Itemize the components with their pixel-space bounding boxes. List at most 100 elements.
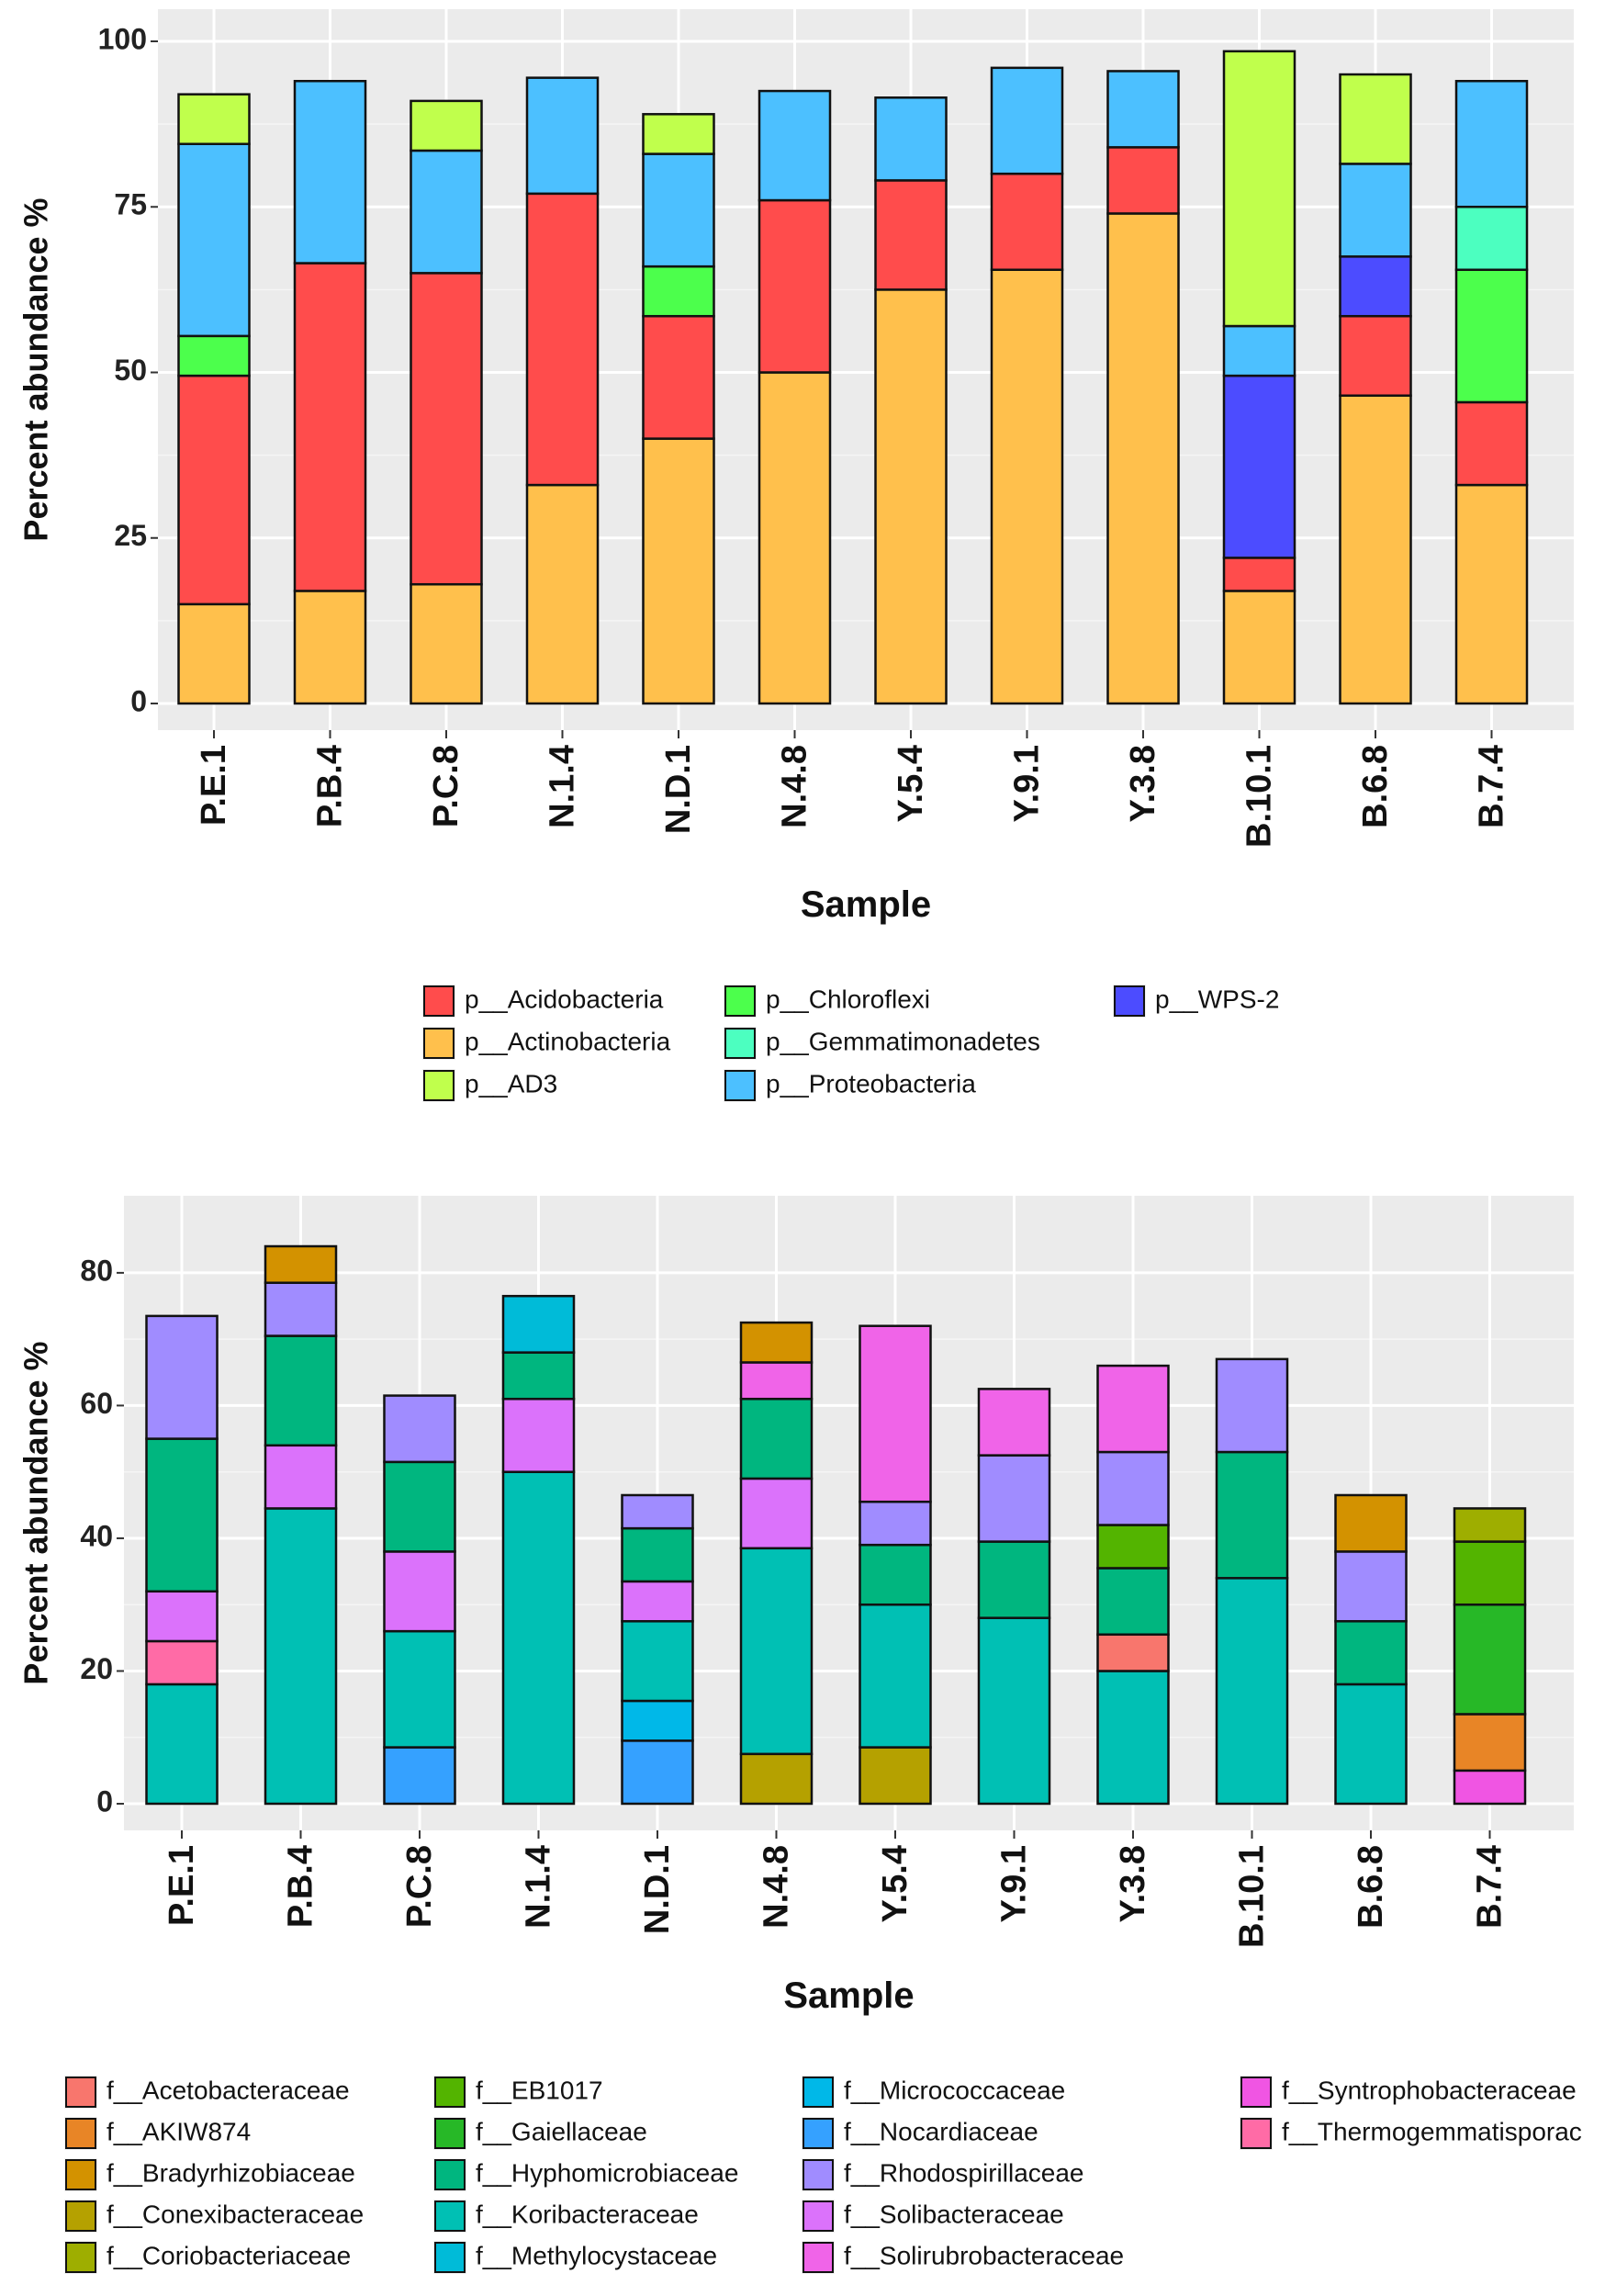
bar-segment-n-d-1-p-chloroflexi — [642, 264, 715, 318]
bar-segment-y-5-4-f-conexibacteraceae — [859, 1746, 932, 1806]
bar-segment-n-d-1-f-koribacteraceae — [621, 1620, 694, 1703]
x-tick-label-n-1-4: N.1.4 — [544, 745, 582, 828]
bar-segment-n-d-1-p-acidobacteria — [642, 314, 715, 440]
legend-label-p-acidobacteria: p__Acidobacteria — [465, 985, 664, 1013]
x-tick-label-p-c-8: P.C.8 — [427, 745, 466, 827]
legend-swatch-p-acidobacteria — [423, 985, 455, 1017]
bar-segment-b-7-4-p-chloroflexi — [1454, 268, 1529, 404]
legend-swatch-f-rhodospirillaceae — [802, 2159, 834, 2190]
legend-label-f-eb1017: f__EB1017 — [476, 2076, 603, 2104]
bar-segment-b-7-4-f-akiw874 — [1453, 1713, 1527, 1773]
x-axis-title: Sample — [783, 1975, 914, 2016]
legend-label-p-proteobacteria: p__Proteobacteria — [766, 1069, 976, 1097]
bar-segment-y-3-8-f-acetobacteraceae — [1096, 1633, 1170, 1672]
legend-swatch-p-wps-2 — [1114, 985, 1145, 1017]
legend-swatch-f-conexibacteraceae — [65, 2200, 96, 2232]
bar-segment-p-b-4-f-rhodospirillaceae — [264, 1281, 338, 1337]
bar-segment-y-3-8-f-solirubrobacteraceae — [1096, 1364, 1170, 1454]
y-tick-label: 80 — [80, 1254, 113, 1287]
bar-segment-b-10-1-p-ad3 — [1222, 50, 1296, 328]
legend-swatch-f-eb1017 — [434, 2077, 466, 2108]
legend-swatch-p-ad3 — [423, 1070, 455, 1101]
bar-segment-n-1-4-f-solibacteraceae — [501, 1397, 576, 1473]
x-tick-label-b-7-4: B.7.4 — [1473, 745, 1511, 828]
legend-label-f-solirubrobacteraceae: f__Solirubrobacteraceae — [844, 2241, 1124, 2269]
bar-segment-y-5-4-f-koribacteraceae — [859, 1603, 932, 1749]
legend-swatch-f-nocardiaceae — [802, 2118, 834, 2149]
bar-segment-b-6-8-f-bradyrhizobiaceae — [1334, 1493, 1408, 1553]
bar-segment-n-d-1-f-nocardiaceae — [621, 1739, 694, 1806]
legend-swatch-f-micrococcaceae — [802, 2077, 834, 2108]
bar-segment-n-4-8-p-acidobacteria — [758, 198, 832, 374]
legend-label-f-rhodospirillaceae: f__Rhodospirillaceae — [844, 2158, 1084, 2187]
legend-label-f-akiw874: f__AKIW874 — [107, 2117, 251, 2145]
bar-segment-b-10-1-p-acidobacteria — [1222, 557, 1296, 592]
bar-segment-p-c-8-p-actinobacteria — [410, 582, 483, 705]
bar-segment-n-4-8-f-solibacteraceae — [739, 1477, 814, 1550]
bar-segment-b-7-4-p-acidobacteria — [1454, 400, 1529, 487]
bar-segment-y-3-8-f-koribacteraceae — [1096, 1670, 1170, 1806]
bar-segment-b-7-4-p-actinobacteria — [1454, 483, 1529, 705]
x-axis-title: Sample — [801, 884, 931, 925]
bar-segment-n-1-4-p-actinobacteria — [525, 483, 600, 705]
bar-segment-b-6-8-p-proteobacteria — [1339, 163, 1412, 258]
bar-segment-b-10-1-f-rhodospirillaceae — [1215, 1357, 1289, 1454]
x-tick-label-b-7-4: B.7.4 — [1471, 1845, 1510, 1929]
x-tick-label-p-b-4: P.B.4 — [282, 1845, 320, 1928]
bar-segment-p-e-1-p-ad3 — [177, 93, 251, 146]
legend-swatch-f-bradyrhizobiaceae — [65, 2159, 96, 2190]
legend-swatch-f-solibacteraceae — [802, 2200, 834, 2232]
bar-segment-p-b-4-f-bradyrhizobiaceae — [264, 1244, 338, 1284]
legend-label-f-thermogemmatisporac: f__Thermogemmatisporac — [1282, 2117, 1582, 2145]
bar-segment-p-b-4-f-koribacteraceae — [264, 1507, 338, 1806]
bar-segment-y-3-8-f-hyphomicrobiaceae — [1096, 1567, 1170, 1636]
bar-segment-p-e-1-p-actinobacteria — [177, 602, 251, 705]
bar-segment-y-9-1-p-actinobacteria — [990, 268, 1064, 705]
bar-segment-n-4-8-f-solirubrobacteraceae — [739, 1361, 814, 1401]
legend-swatch-p-actinobacteria — [423, 1028, 455, 1059]
legend: f__Acetobacteraceae f__AKIW874 f__Bradyrhi… — [64, 2076, 1582, 2274]
legend-label-p-gemmatimonadetes: p__Gemmatimonadetes — [766, 1027, 1040, 1055]
bar-segment-y-9-1-f-hyphomicrobiaceae — [977, 1540, 1051, 1619]
bar-segment-n-4-8-f-bradyrhizobiaceae — [739, 1321, 814, 1364]
bar-segment-p-c-8-p-acidobacteria — [410, 272, 483, 586]
phylum-stacked-bar-chart: 0 25 50 75 100 P.E.1 P.B.4 P.C.8 N.1.4 N.D.1 N.4.8… — [17, 9, 1574, 1102]
bar-segment-p-b-4-p-proteobacteria — [293, 80, 367, 264]
bar-segment-p-c-8-f-solibacteraceae — [383, 1550, 456, 1633]
x-tick-label-b-10-1: B.10.1 — [1233, 1845, 1272, 1948]
x-tick-label-n-d-1: N.D.1 — [659, 745, 698, 834]
legend-label-p-chloroflexi: p__Chloroflexi — [766, 985, 930, 1013]
bar-segment-n-1-4-f-methylocystaceae — [501, 1294, 576, 1354]
legend: p__Acidobacteria p__Actinobacteria p__AD3 p… — [422, 985, 1279, 1102]
bar-segment-b-10-1-p-actinobacteria — [1222, 590, 1296, 705]
bar-segment-p-e-1-f-koribacteraceae — [145, 1683, 219, 1806]
bar-segment-b-7-4-f-eb1017 — [1453, 1540, 1527, 1606]
bar-segment-p-b-4-f-solibacteraceae — [264, 1444, 338, 1510]
bar-segment-n-1-4-p-acidobacteria — [525, 192, 600, 487]
x-tick-label-y-9-1: Y.9.1 — [995, 1845, 1034, 1923]
bar-segment-n-4-8-f-koribacteraceae — [739, 1547, 814, 1756]
bar-segment-y-9-1-f-solirubrobacteraceae — [977, 1388, 1051, 1457]
bar-segment-n-4-8-p-proteobacteria — [758, 89, 832, 202]
legend-swatch-p-chloroflexi — [724, 985, 756, 1017]
plot-panel — [158, 9, 1574, 730]
legend-label-f-koribacteraceae: f__Koribacteraceae — [476, 2200, 699, 2228]
legend-label-f-gaiellaceae: f__Gaiellaceae — [476, 2117, 647, 2145]
bar-segment-b-7-4-p-gemmatimonadetes — [1454, 206, 1529, 271]
legend-swatch-p-proteobacteria — [724, 1070, 756, 1101]
y-tick-label: 40 — [80, 1519, 113, 1552]
legend-label-f-acetobacteraceae: f__Acetobacteraceae — [107, 2076, 350, 2104]
bar-segment-p-b-4-p-acidobacteria — [293, 262, 367, 592]
bar-segment-p-e-1-p-proteobacteria — [177, 142, 251, 338]
bar-segment-n-1-4-p-proteobacteria — [525, 76, 600, 196]
bar-segment-y-5-4-p-acidobacteria — [874, 179, 948, 291]
bar-segment-y-5-4-f-hyphomicrobiaceae — [859, 1543, 932, 1606]
x-tick-label-n-d-1: N.D.1 — [638, 1845, 677, 1934]
legend-swatch-f-syntrophobacteraceae — [1240, 2077, 1272, 2108]
bar-segment-y-3-8-f-eb1017 — [1096, 1524, 1170, 1570]
bar-segment-n-1-4-f-hyphomicrobiaceae — [501, 1351, 576, 1401]
legend-swatch-p-gemmatimonadetes — [724, 1028, 756, 1059]
legend-label-f-bradyrhizobiaceae: f__Bradyrhizobiaceae — [107, 2158, 355, 2187]
x-tick-label-p-e-1: P.E.1 — [163, 1845, 201, 1926]
bar-segment-n-4-8-p-actinobacteria — [758, 371, 832, 705]
